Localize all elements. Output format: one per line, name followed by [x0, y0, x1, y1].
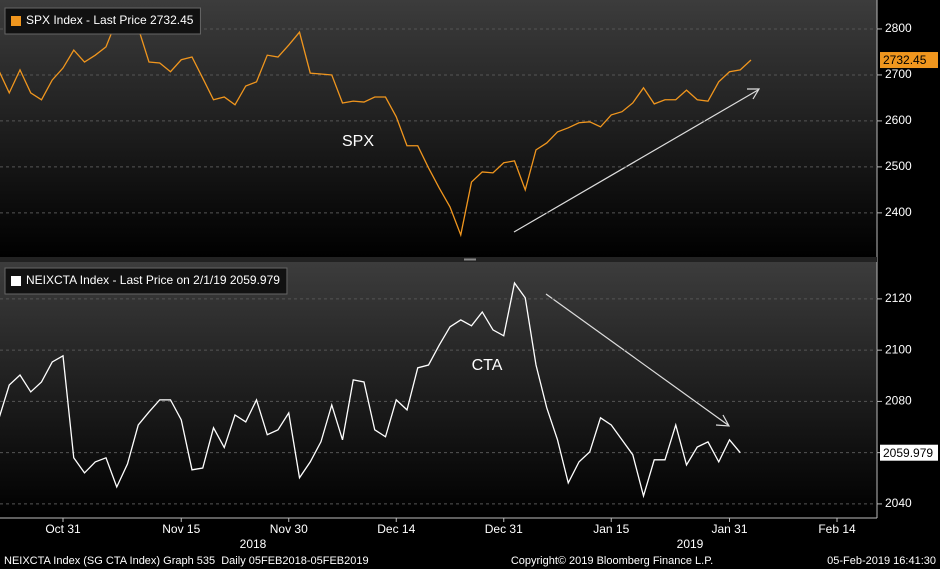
- arrowhead: [715, 414, 731, 427]
- arrow: [545, 293, 729, 426]
- y-tick-label: 2120: [885, 291, 912, 305]
- x-tick-label: Feb 14: [818, 522, 856, 536]
- legend-box: [4, 267, 288, 295]
- year-label: 2019: [677, 537, 704, 551]
- y-tick-label: 2600: [885, 113, 912, 127]
- arrowhead: [747, 88, 761, 100]
- last-value: 2732.45: [883, 53, 927, 67]
- footer: 05-Feb-2019 16:41:30: [827, 555, 936, 567]
- x-tick-label: Jan 15: [593, 522, 629, 536]
- y-tick-label: 2800: [885, 21, 912, 35]
- x-tick-label: Dec 14: [377, 522, 415, 536]
- x-tick-label: Jan 31: [711, 522, 747, 536]
- last-value-box: [880, 444, 938, 461]
- panel: [0, 262, 877, 518]
- legend-swatch: [11, 16, 21, 26]
- legend-box: [4, 7, 201, 35]
- line: [0, 281, 741, 499]
- footer: Copyright© 2019 Bloomberg Finance L.P.: [511, 555, 713, 567]
- last-value-box: [880, 52, 938, 69]
- x-tick-label: Nov 30: [270, 522, 308, 536]
- x-tick-label: Dec 31: [485, 522, 523, 536]
- legend-swatch: [11, 276, 21, 286]
- arrow: [513, 89, 759, 233]
- x-tick-label: Oct 31: [45, 522, 81, 536]
- footer: NEIXCTA Index (SG CTA Index) Graph 535 D…: [4, 555, 369, 567]
- annotation: CTA: [472, 357, 503, 374]
- y-tick-label: 2500: [885, 159, 912, 173]
- year-label: 2018: [240, 537, 267, 551]
- annotation: SPX: [342, 133, 374, 150]
- legend-title: NEIXCTA Index - Last Price on 2/1/19 205…: [26, 273, 280, 287]
- x-tick-label: Nov 15: [162, 522, 200, 536]
- panel: [0, 0, 877, 257]
- y-tick-label: 2400: [885, 205, 912, 219]
- y-tick-label: 2700: [885, 67, 912, 81]
- y-tick-label: 2040: [885, 496, 912, 510]
- y-tick-label: 2080: [885, 394, 912, 408]
- last-value: 2059.979: [883, 446, 933, 460]
- legend-title: SPX Index - Last Price 2732.45: [26, 13, 194, 27]
- y-tick-label: 2100: [885, 342, 912, 356]
